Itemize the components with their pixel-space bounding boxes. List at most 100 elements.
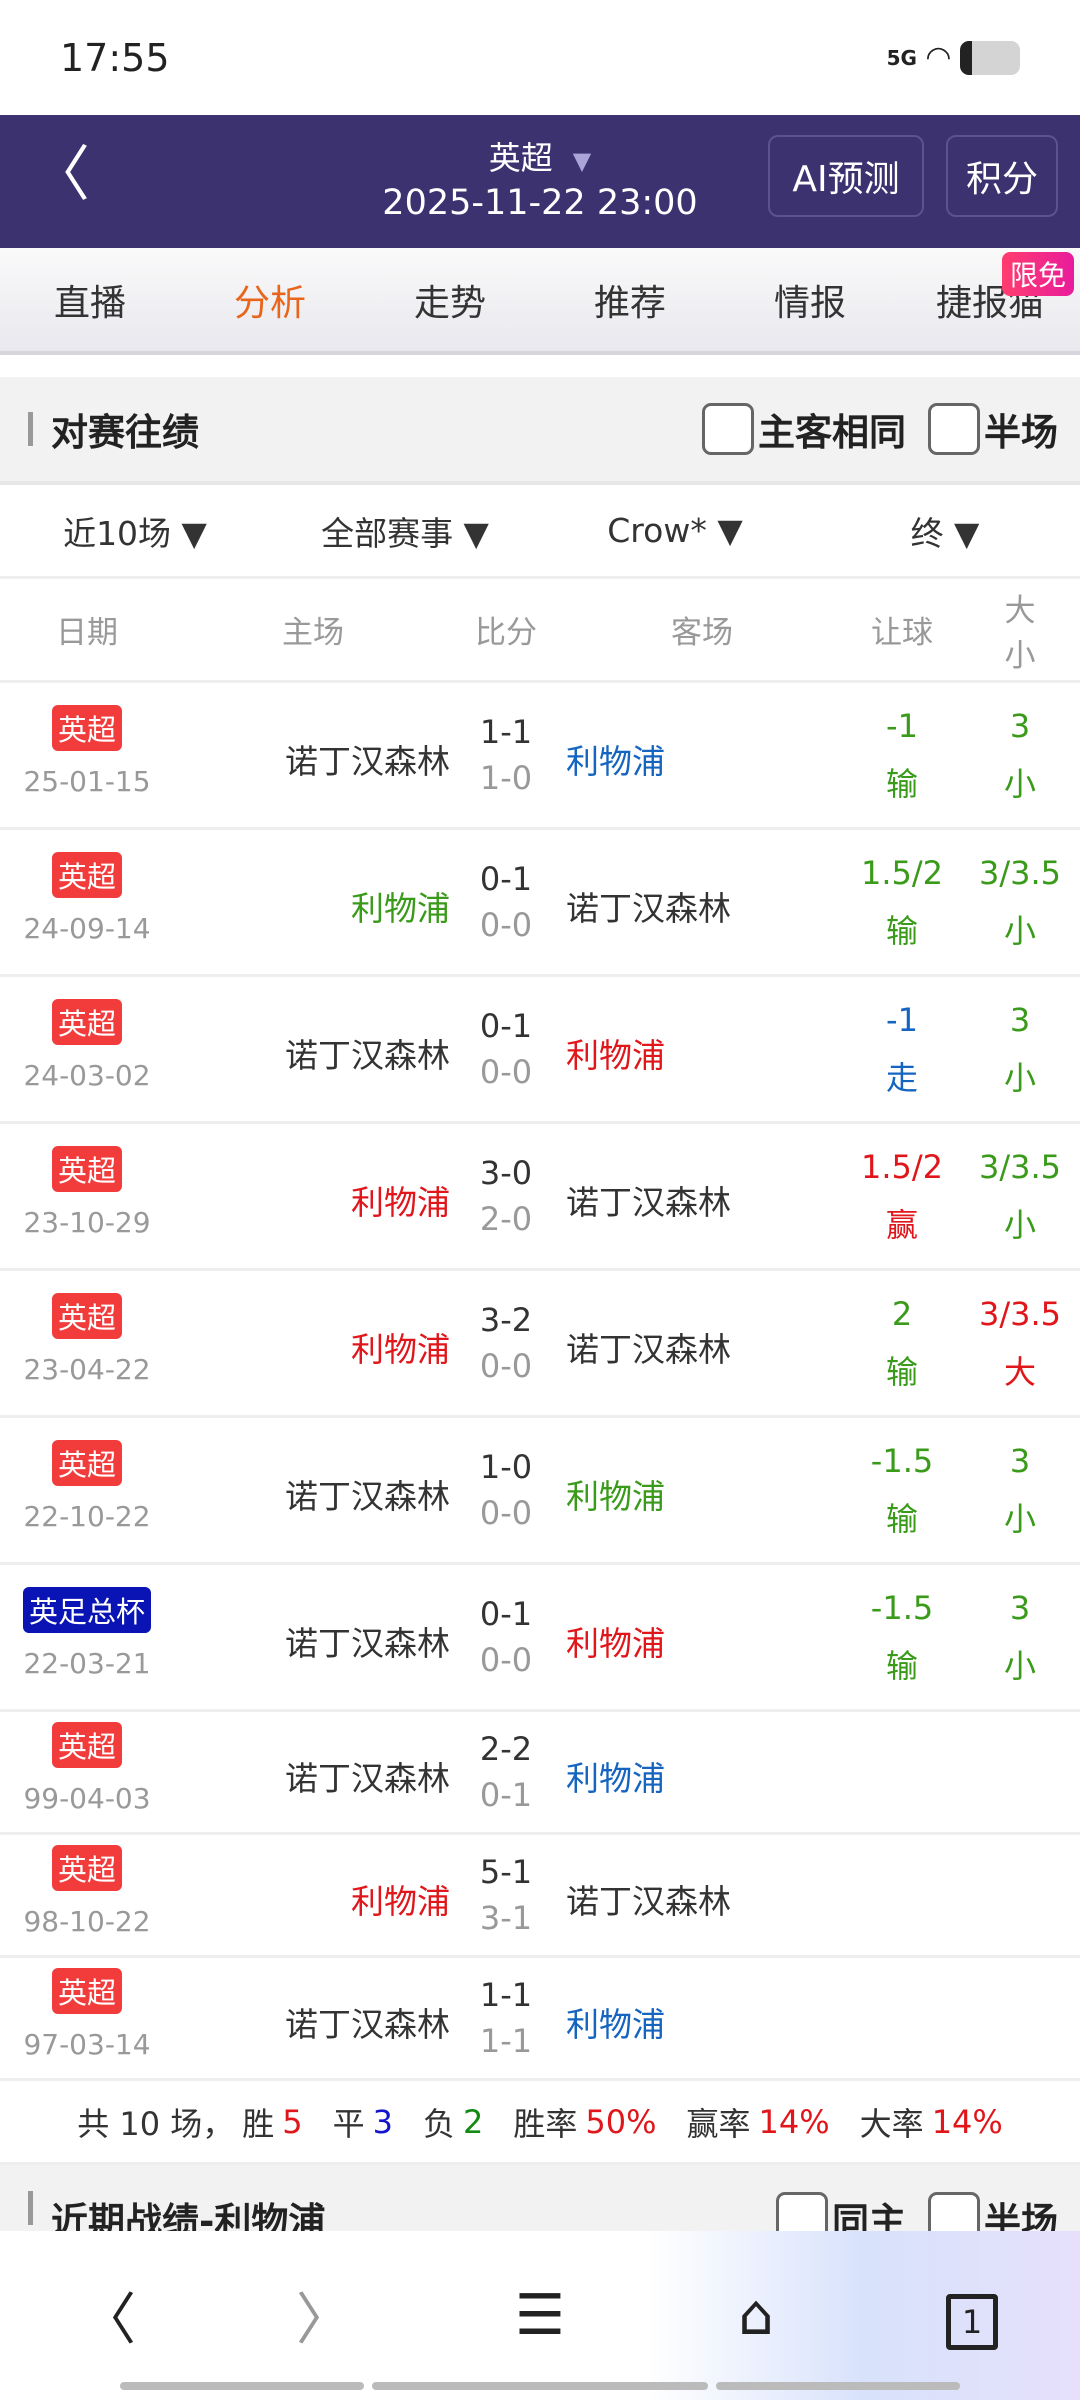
back-icon[interactable]: 〈 <box>30 140 90 210</box>
home-team[interactable]: 诺丁汉森林 <box>285 1476 450 1516</box>
full-time-score: 1-1 <box>479 1975 533 2014</box>
full-time-score: 0-1 <box>479 1006 533 1045</box>
ai-predict-button[interactable]: AI预测 <box>768 135 924 217</box>
league-badge: 英超 <box>51 1844 123 1891</box>
forward-icon[interactable]: 〉 <box>296 2288 352 2353</box>
checkbox-icon[interactable] <box>928 403 980 455</box>
home-icon[interactable]: ⌂ <box>738 2283 774 2348</box>
league-selector[interactable]: 英超 ▼ <box>488 139 592 177</box>
half-time-score: 2-0 <box>479 1199 533 1238</box>
match-date: 23-04-22 <box>23 1352 151 1386</box>
count-filter-dropdown[interactable]: 近10场 ▼ <box>63 513 207 553</box>
table-row[interactable]: 英超 99-04-03 诺丁汉森林 2-2 0-1 利物浦 <box>0 1712 1080 1835</box>
home-team[interactable]: 诺丁汉森林 <box>285 741 450 781</box>
half-time-checkbox[interactable]: 半场 <box>928 402 1058 456</box>
score: 5-1 3-1 <box>480 1849 532 1941</box>
half-time-score: 0-0 <box>479 905 533 944</box>
away-team[interactable]: 诺丁汉森林 <box>566 1881 731 1921</box>
home-team[interactable]: 利物浦 <box>351 888 450 928</box>
league-badge: 英超 <box>51 998 123 1045</box>
home-team[interactable]: 利物浦 <box>351 1329 450 1369</box>
league-badge: 英超 <box>51 1145 123 1192</box>
score: 1-0 0-0 <box>480 1444 532 1536</box>
col-home: 主场 <box>282 615 344 651</box>
home-team[interactable]: 诺丁汉森林 <box>285 2004 450 2044</box>
col-handicap: 让球 <box>871 615 933 651</box>
col-score: 比分 <box>475 615 537 651</box>
clock: 17:55 <box>60 35 170 80</box>
table-row[interactable]: 英超 24-09-14 利物浦 0-1 0-0 诺丁汉森林 1.5/2 输 3/3.5… <box>0 830 1080 977</box>
away-team[interactable]: 利物浦 <box>566 741 665 781</box>
handicap-cell: 1.5/2 赢 <box>860 1147 944 1244</box>
table-row[interactable]: 英超 97-03-14 诺丁汉森林 1-1 1-1 利物浦 <box>0 1958 1080 2081</box>
score: 3-2 0-0 <box>480 1297 532 1389</box>
away-team[interactable]: 利物浦 <box>566 1035 665 1075</box>
half-time-score: 0-0 <box>479 1493 533 1532</box>
table-row[interactable]: 英超 23-10-29 利物浦 3-0 2-0 诺丁汉森林 1.5/2 赢 3/3.5… <box>0 1124 1080 1271</box>
match-date: 98-10-22 <box>23 1904 151 1938</box>
tab-intel[interactable]: 情报 <box>773 282 846 324</box>
half-time-score: 0-0 <box>479 1640 533 1679</box>
over-under-cell: 3/3.5 小 <box>978 853 1062 950</box>
match-datetime: 2025-11-22 23:00 <box>382 183 698 223</box>
home-team[interactable]: 诺丁汉森林 <box>285 1623 450 1663</box>
away-team[interactable]: 诺丁汉森林 <box>566 888 731 928</box>
back-icon[interactable]: 〈 <box>80 2288 136 2353</box>
wifi-icon: ◠ <box>926 40 950 75</box>
free-badge: 限免 <box>1001 252 1074 296</box>
tab-trend[interactable]: 走势 <box>413 282 486 324</box>
away-team[interactable]: 诺丁汉森林 <box>566 1329 731 1369</box>
score: 1-1 1-0 <box>480 709 532 801</box>
league-badge: 英超 <box>51 851 123 898</box>
odds-stage-dropdown[interactable]: 终 ▼ <box>910 513 980 553</box>
away-team[interactable]: 利物浦 <box>566 1758 665 1798</box>
same-home-away-checkbox[interactable]: 主客相同 <box>702 402 906 456</box>
tab-live[interactable]: 直播 <box>53 282 126 324</box>
full-time-score: 5-1 <box>479 1852 533 1891</box>
score: 0-1 0-0 <box>480 1591 532 1683</box>
table-row[interactable]: 英超 23-04-22 利物浦 3-2 0-0 诺丁汉森林 2 输 3/3.5 大 <box>0 1271 1080 1418</box>
bookmaker-filter-dropdown[interactable]: Crow* ▼ <box>607 511 743 550</box>
handicap-cell: -1 走 <box>885 1000 919 1097</box>
score: 2-2 0-1 <box>480 1726 532 1818</box>
home-team[interactable]: 诺丁汉森林 <box>285 1035 450 1075</box>
match-date: 22-03-21 <box>23 1646 151 1680</box>
handicap-cell: -1.5 输 <box>870 1441 934 1538</box>
score: 0-1 0-0 <box>480 856 532 948</box>
menu-icon[interactable]: ☰ <box>514 2283 566 2348</box>
tab-analysis[interactable]: 分析 <box>233 282 306 324</box>
half-time-score: 1-0 <box>479 758 533 797</box>
away-team[interactable]: 利物浦 <box>566 2004 665 2044</box>
checkbox-icon[interactable] <box>702 403 754 455</box>
signal-icon: 5G <box>886 45 917 70</box>
competition-filter-dropdown[interactable]: 全部赛事 ▼ <box>321 513 489 553</box>
match-header: 〈 英超 ▼ 2025-11-22 23:00 AI预测 积分 <box>0 115 1080 248</box>
home-team[interactable]: 诺丁汉森林 <box>285 1758 450 1798</box>
league-badge: 英超 <box>51 1439 123 1486</box>
half-time-score: 3-1 <box>479 1898 533 1937</box>
score: 3-0 2-0 <box>480 1150 532 1242</box>
home-team[interactable]: 利物浦 <box>351 1182 450 1222</box>
full-time-score: 1-1 <box>479 712 533 751</box>
league-badge: 英超 <box>51 704 123 751</box>
home-team[interactable]: 利物浦 <box>351 1881 450 1921</box>
full-time-score: 2-2 <box>479 1729 533 1768</box>
full-time-score: 0-1 <box>479 1594 533 1633</box>
away-team[interactable]: 利物浦 <box>566 1623 665 1663</box>
standings-button[interactable]: 积分 <box>946 135 1058 217</box>
table-row[interactable]: 英超 98-10-22 利物浦 5-1 3-1 诺丁汉森林 <box>0 1835 1080 1958</box>
away-team[interactable]: 诺丁汉森林 <box>566 1182 731 1222</box>
match-date: 25-01-15 <box>23 764 151 798</box>
tabs-button[interactable]: 1 <box>864 2282 1080 2350</box>
match-date: 23-10-29 <box>23 1205 151 1239</box>
away-team[interactable]: 利物浦 <box>566 1476 665 1516</box>
tab-recommend[interactable]: 推荐 <box>593 282 666 324</box>
